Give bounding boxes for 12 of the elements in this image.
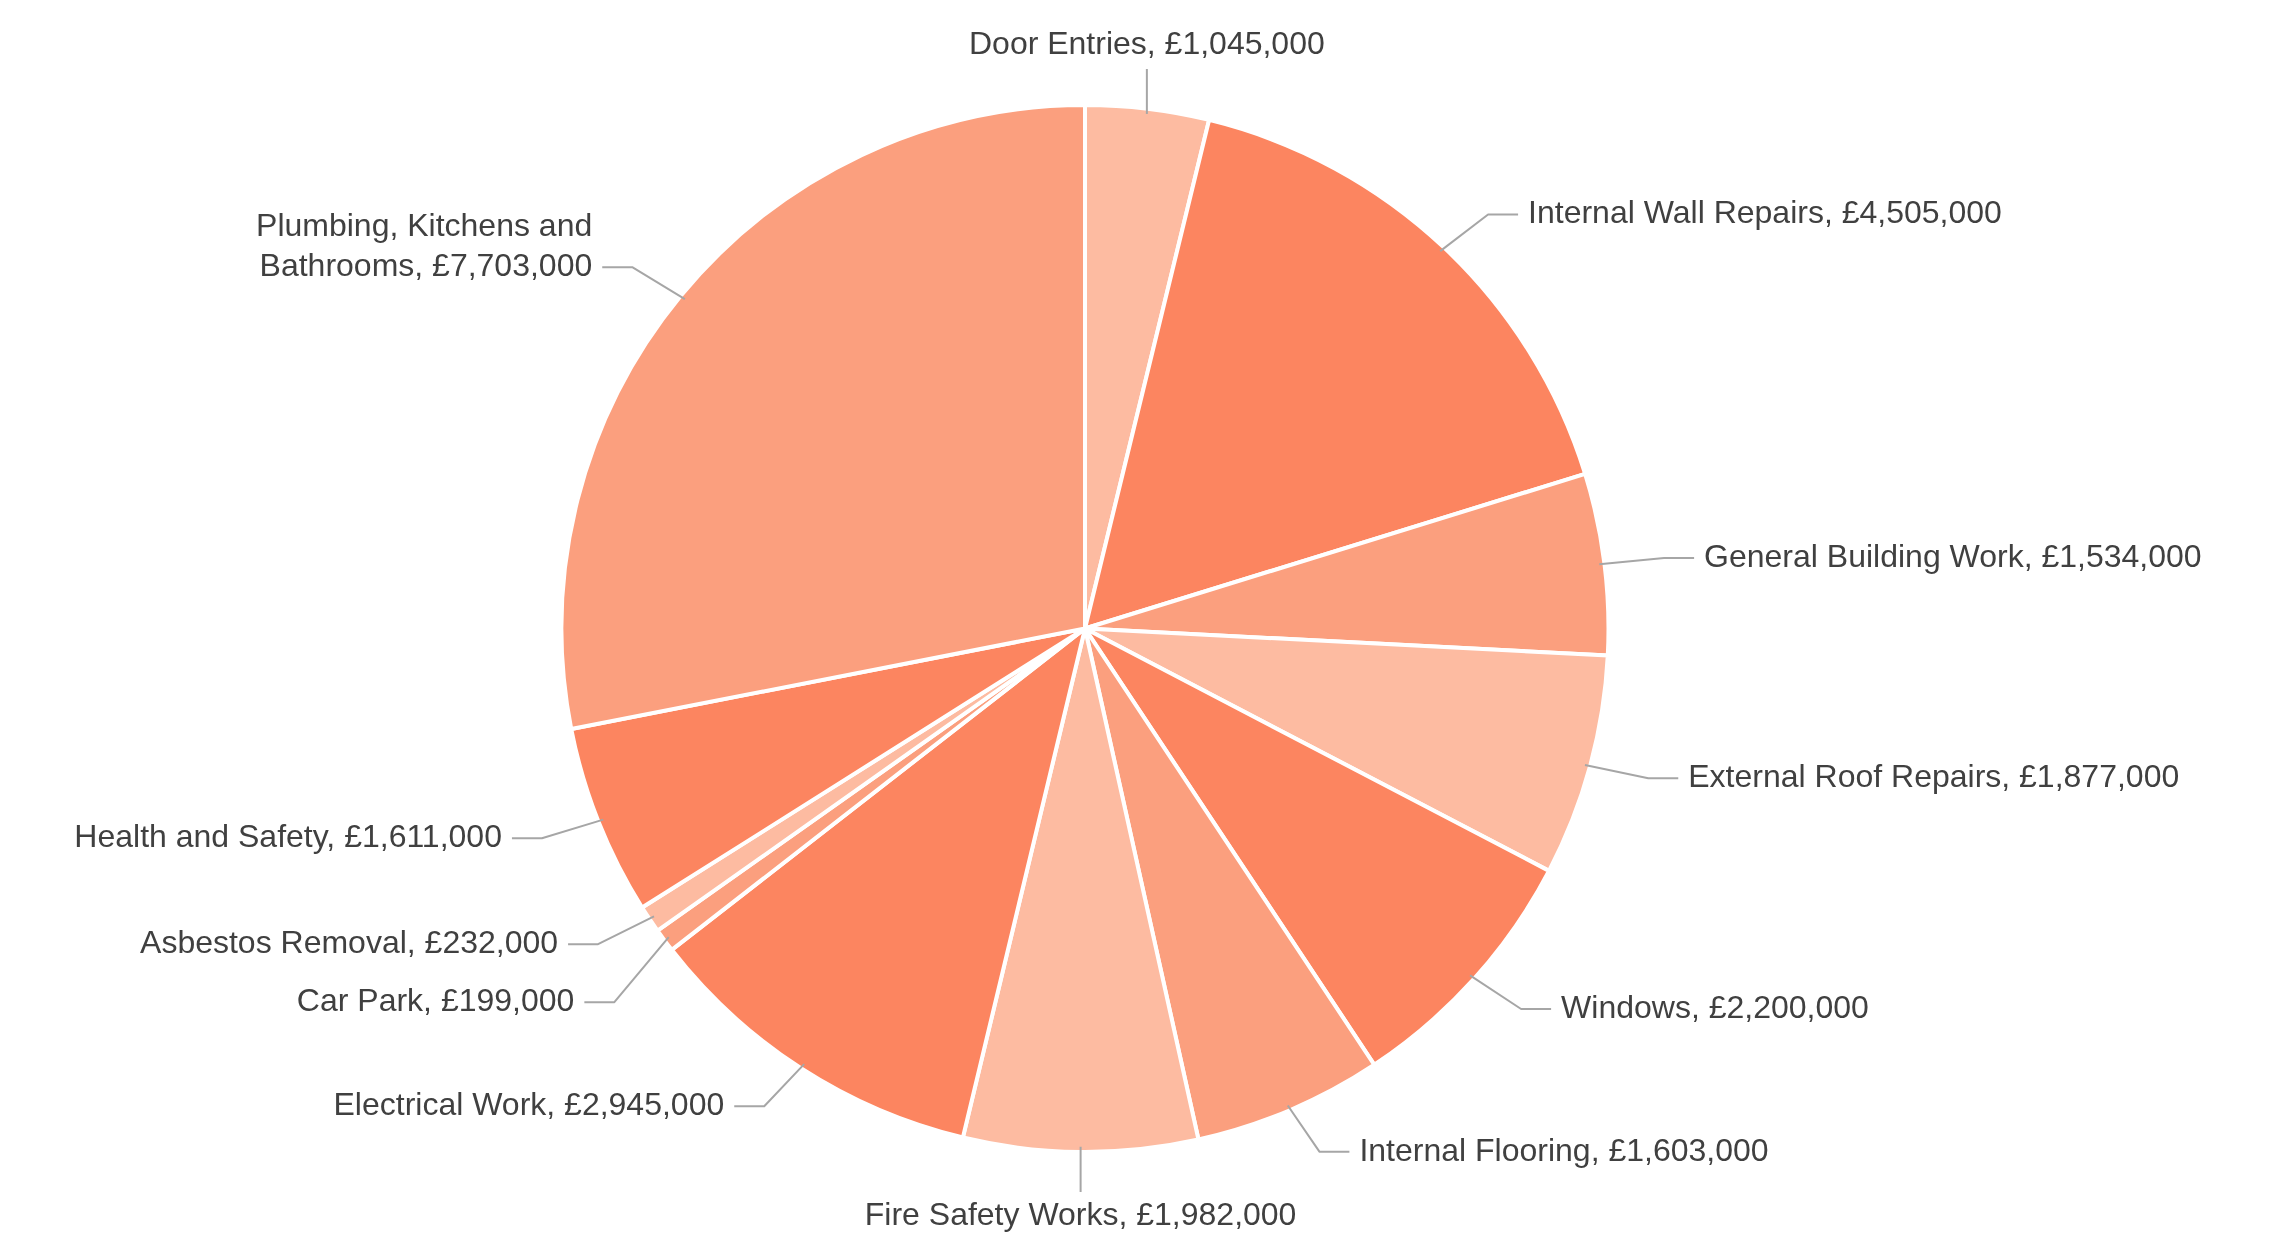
slice-label: Fire Safety Works, £1,982,000 — [864, 1195, 1297, 1232]
slice-label: General Building Work, £1,534,000 — [1704, 537, 2202, 574]
slice-label: Car Park, £199,000 — [296, 982, 575, 1019]
slice-label: Internal Wall Repairs, £4,505,000 — [1528, 194, 2002, 231]
slice-label: Plumbing, Kitchens and Bathrooms, £7,703,000 — [256, 207, 593, 283]
slice-label: Windows, £2,200,000 — [1561, 988, 1869, 1025]
slice-label: Internal Flooring, £1,603,000 — [1359, 1131, 1769, 1168]
slice-label: Health and Safety, £1,611,000 — [74, 818, 502, 855]
slice-label: External Roof Repairs, £1,877,000 — [1688, 758, 2180, 795]
slice-label: Door Entries, £1,045,000 — [968, 24, 1325, 61]
slice-label: Asbestos Removal, £232,000 — [140, 924, 559, 961]
slice-label: Electrical Work, £2,945,000 — [333, 1086, 725, 1123]
